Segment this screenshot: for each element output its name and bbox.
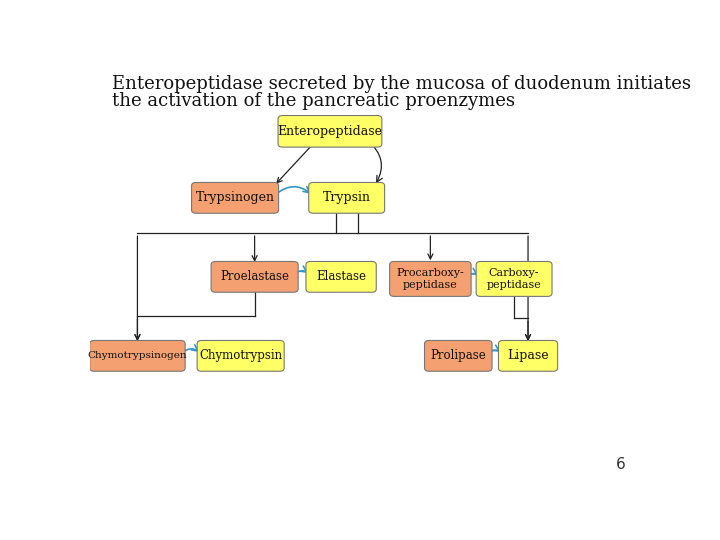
- Text: Trypsinogen: Trypsinogen: [196, 191, 274, 204]
- FancyBboxPatch shape: [306, 261, 377, 292]
- FancyBboxPatch shape: [498, 341, 557, 371]
- FancyBboxPatch shape: [278, 116, 382, 147]
- Text: Chymotrypsinogen: Chymotrypsinogen: [88, 352, 187, 360]
- FancyBboxPatch shape: [211, 261, 298, 292]
- Text: Carboxy-
peptidase: Carboxy- peptidase: [487, 268, 541, 290]
- FancyBboxPatch shape: [192, 183, 279, 213]
- FancyBboxPatch shape: [425, 341, 492, 371]
- Text: 6: 6: [616, 457, 626, 472]
- Text: Elastase: Elastase: [316, 271, 366, 284]
- Text: Trypsin: Trypsin: [323, 191, 371, 204]
- Text: Prolipase: Prolipase: [431, 349, 486, 362]
- Text: the activation of the pancreatic proenzymes: the activation of the pancreatic proenzy…: [112, 92, 516, 110]
- FancyBboxPatch shape: [390, 261, 471, 296]
- Text: Enteropeptidase: Enteropeptidase: [277, 125, 382, 138]
- Text: Lipase: Lipase: [507, 349, 549, 362]
- Text: Chymotrypsin: Chymotrypsin: [199, 349, 282, 362]
- FancyBboxPatch shape: [197, 341, 284, 371]
- Text: Enteropeptidase secreted by the mucosa of duodenum initiates: Enteropeptidase secreted by the mucosa o…: [112, 75, 691, 93]
- FancyBboxPatch shape: [90, 341, 185, 371]
- FancyBboxPatch shape: [476, 261, 552, 296]
- FancyBboxPatch shape: [309, 183, 384, 213]
- Text: Proelastase: Proelastase: [220, 271, 289, 284]
- Text: Procarboxy-
peptidase: Procarboxy- peptidase: [397, 268, 464, 290]
